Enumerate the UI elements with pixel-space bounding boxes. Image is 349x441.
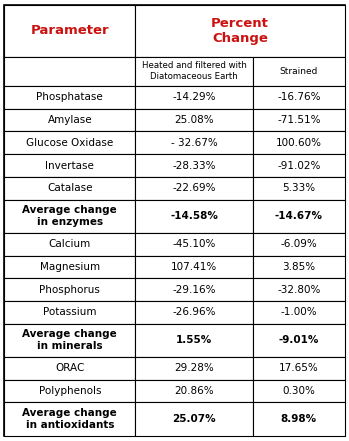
Bar [4, 5, 135, 56]
Bar [4, 108, 135, 131]
Text: -45.10%: -45.10% [172, 239, 216, 249]
Bar [135, 301, 253, 324]
Text: 3.85%: 3.85% [282, 262, 315, 272]
Text: Calcium: Calcium [49, 239, 91, 249]
Text: -16.76%: -16.76% [277, 92, 321, 102]
Bar [135, 278, 253, 301]
Text: 107.41%: 107.41% [171, 262, 217, 272]
Text: Phosphorus: Phosphorus [39, 285, 100, 295]
Text: 29.28%: 29.28% [174, 363, 214, 374]
Text: - 32.67%: - 32.67% [171, 138, 217, 148]
Bar [4, 357, 135, 380]
Bar [253, 233, 345, 256]
Bar [4, 86, 135, 108]
Text: -22.69%: -22.69% [172, 183, 216, 193]
Text: 1.55%: 1.55% [176, 336, 212, 345]
Text: Potassium: Potassium [43, 307, 97, 318]
Text: 8.98%: 8.98% [281, 414, 317, 424]
Bar [135, 233, 253, 256]
Bar [135, 380, 253, 403]
Bar [4, 324, 135, 357]
Bar [4, 380, 135, 403]
Bar [4, 154, 135, 177]
Bar [253, 324, 345, 357]
Text: -1.00%: -1.00% [281, 307, 317, 318]
Text: 20.86%: 20.86% [174, 386, 214, 396]
Bar [253, 131, 345, 154]
Text: Average change
in enzymes: Average change in enzymes [22, 205, 117, 227]
Bar [253, 56, 345, 86]
Text: -29.16%: -29.16% [172, 285, 216, 295]
Text: -9.01%: -9.01% [279, 336, 319, 345]
Bar [135, 86, 253, 108]
Text: Catalase: Catalase [47, 183, 92, 193]
Bar [135, 324, 253, 357]
Text: 17.65%: 17.65% [279, 363, 319, 374]
Text: Strained: Strained [280, 67, 318, 76]
Text: 100.60%: 100.60% [276, 138, 322, 148]
Bar [253, 108, 345, 131]
Text: -71.51%: -71.51% [277, 115, 321, 125]
Text: 25.07%: 25.07% [172, 414, 216, 424]
Bar [253, 86, 345, 108]
Text: Magnesium: Magnesium [40, 262, 100, 272]
Bar [135, 177, 253, 200]
Bar [4, 403, 135, 436]
Text: 0.30%: 0.30% [282, 386, 315, 396]
Bar [135, 108, 253, 131]
Text: Invertase: Invertase [45, 161, 94, 171]
Text: -26.96%: -26.96% [172, 307, 216, 318]
Text: Percent
Change: Percent Change [211, 17, 269, 45]
Bar [253, 403, 345, 436]
Text: -14.67%: -14.67% [275, 211, 323, 221]
Bar [135, 56, 253, 86]
Bar [253, 256, 345, 278]
Bar [253, 357, 345, 380]
Text: -91.02%: -91.02% [277, 161, 320, 171]
Text: ORAC: ORAC [55, 363, 84, 374]
Bar [135, 131, 253, 154]
Text: -6.09%: -6.09% [281, 239, 317, 249]
Bar [253, 278, 345, 301]
Bar [135, 357, 253, 380]
Text: Phosphatase: Phosphatase [36, 92, 103, 102]
Text: Amylase: Amylase [47, 115, 92, 125]
Text: Glucose Oxidase: Glucose Oxidase [26, 138, 113, 148]
Bar [4, 200, 135, 233]
Bar [135, 200, 253, 233]
Bar [4, 177, 135, 200]
Bar [253, 301, 345, 324]
Text: Average change
in antioxidants: Average change in antioxidants [22, 408, 117, 430]
Text: -28.33%: -28.33% [172, 161, 216, 171]
Bar [253, 200, 345, 233]
Text: Parameter: Parameter [30, 24, 109, 37]
Text: -14.29%: -14.29% [172, 92, 216, 102]
Bar [4, 233, 135, 256]
Bar [4, 56, 135, 86]
Text: 5.33%: 5.33% [282, 183, 315, 193]
Bar [253, 177, 345, 200]
Bar [253, 380, 345, 403]
Text: -32.80%: -32.80% [277, 285, 320, 295]
Text: Polyphenols: Polyphenols [38, 386, 101, 396]
Text: 25.08%: 25.08% [174, 115, 214, 125]
Bar [4, 256, 135, 278]
Bar [135, 5, 345, 56]
Text: -14.58%: -14.58% [170, 211, 218, 221]
Bar [4, 131, 135, 154]
Text: Heated and filtered with
Diatomaceous Earth: Heated and filtered with Diatomaceous Ea… [142, 61, 246, 81]
Bar [135, 403, 253, 436]
Bar [253, 154, 345, 177]
Bar [4, 301, 135, 324]
Bar [4, 278, 135, 301]
Text: Average change
in minerals: Average change in minerals [22, 329, 117, 351]
Bar [135, 256, 253, 278]
Bar [135, 154, 253, 177]
